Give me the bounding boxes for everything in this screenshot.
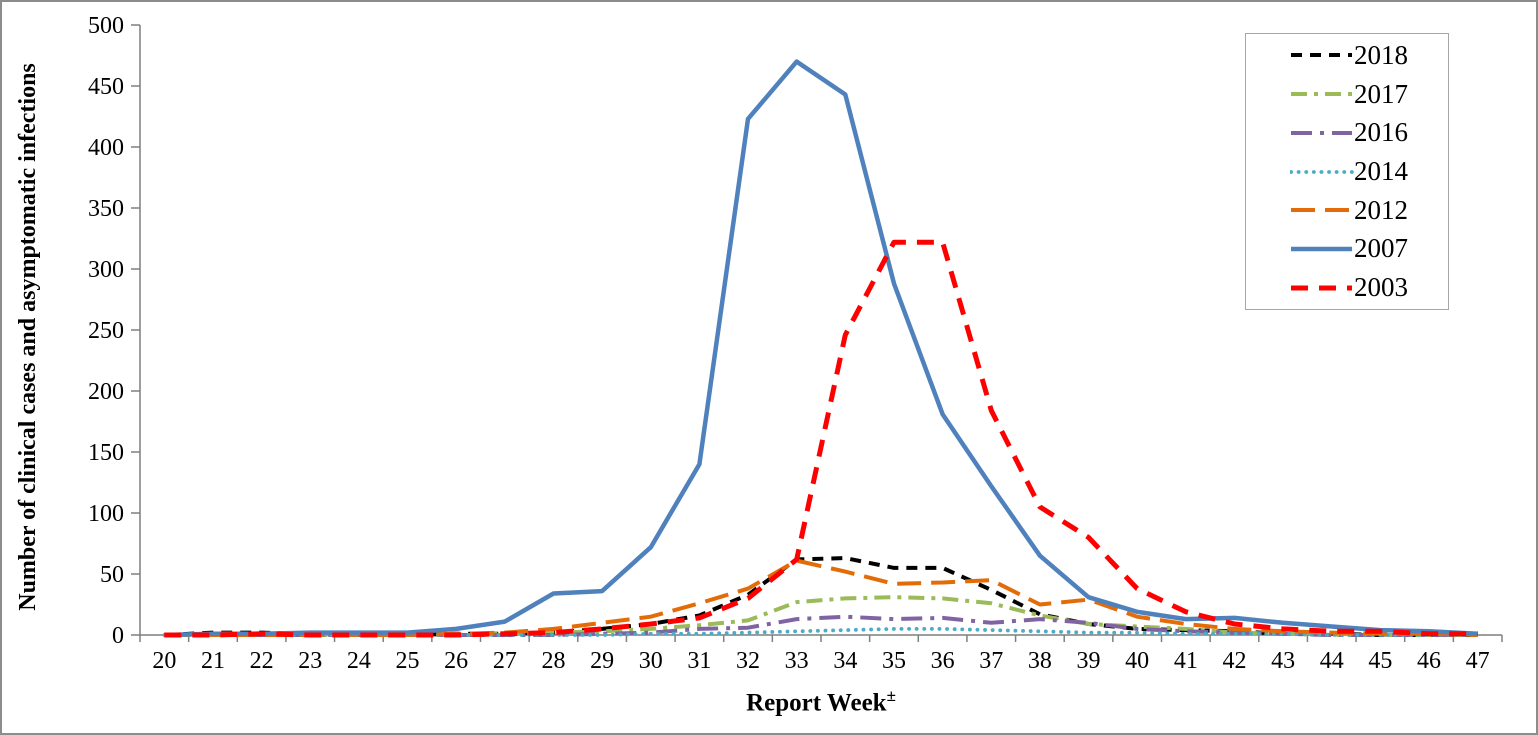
x-axis-tick-label: 42 <box>1222 648 1246 674</box>
legend-swatch-2017 <box>1291 92 1352 97</box>
legend-item-2003: 2003 <box>1290 268 1448 307</box>
x-axis-tick-label: 27 <box>493 648 517 674</box>
legend-swatch-2012 <box>1291 208 1352 213</box>
legend: 2018 2017 2016 2014 2012 2007 2003 <box>1245 33 1449 310</box>
x-axis-tick-label: 26 <box>444 648 468 674</box>
legend-item-2016: 2016 <box>1290 113 1448 152</box>
x-axis-tick-label: 47 <box>1466 648 1490 674</box>
series-line-2007 <box>164 59 1478 638</box>
legend-label-2003: 2003 <box>1354 272 1408 303</box>
x-axis-tick-label: 36 <box>931 648 955 674</box>
legend-label-2016: 2016 <box>1354 117 1408 148</box>
x-axis-tick-label: 25 <box>396 648 420 674</box>
y-axis-tick-label: 450 <box>88 74 124 100</box>
legend-label-2018: 2018 <box>1354 39 1408 70</box>
x-axis-title: Report Week± <box>140 686 1502 717</box>
x-axis-tick-label: 40 <box>1125 648 1149 674</box>
y-axis-tick-label: 200 <box>88 379 124 405</box>
x-axis-tick-label: 34 <box>833 648 857 674</box>
x-axis-tick-label: 46 <box>1417 648 1441 674</box>
x-axis-tick-label: 38 <box>1028 648 1052 674</box>
x-axis-tick-label: 22 <box>250 648 274 674</box>
x-axis-tick-label: 21 <box>201 648 225 674</box>
x-axis-tick-label: 35 <box>882 648 906 674</box>
x-axis-tick-label: 37 <box>979 648 1003 674</box>
x-axis-tick-label: 24 <box>347 648 371 674</box>
legend-swatch-2003 <box>1291 285 1352 291</box>
legend-item-2018: 2018 <box>1290 36 1448 75</box>
legend-label-2014: 2014 <box>1354 156 1408 187</box>
x-axis-tick-label: 43 <box>1271 648 1295 674</box>
x-axis-tick-label: 29 <box>590 648 614 674</box>
legend-label-2007: 2007 <box>1354 233 1408 264</box>
x-axis-tick-label: 31 <box>687 648 711 674</box>
legend-item-2014: 2014 <box>1290 152 1448 191</box>
legend-item-2017: 2017 <box>1290 75 1448 114</box>
series-line-2012 <box>164 558 1478 637</box>
legend-swatch-2016 <box>1291 130 1352 135</box>
x-axis-tick-label: 44 <box>1320 648 1344 674</box>
x-axis-tick-label: 28 <box>541 648 565 674</box>
x-axis-tick-label: 23 <box>298 648 322 674</box>
legend-swatch-2007 <box>1291 246 1352 252</box>
x-axis-tick-label: 32 <box>736 648 760 674</box>
x-axis-tick-label: 41 <box>1174 648 1198 674</box>
y-axis-tick-label: 250 <box>88 318 124 344</box>
y-axis-tick-label: 50 <box>100 562 124 588</box>
x-axis-title-text: Report Week <box>746 689 887 717</box>
legend-item-2007: 2007 <box>1290 230 1448 269</box>
x-axis-tick-label: 20 <box>152 648 176 674</box>
legend-swatch-2014 <box>1290 169 1354 174</box>
x-axis-title-superscript: ± <box>886 686 896 705</box>
series-line-2003 <box>164 239 1478 638</box>
y-axis-tick-label: 400 <box>88 135 124 161</box>
y-axis-tick-label: 300 <box>88 257 124 283</box>
y-axis-tick-label: 500 <box>88 13 124 39</box>
x-axis-tick-label: 30 <box>639 648 663 674</box>
legend-label-2012: 2012 <box>1354 194 1408 225</box>
legend-item-2012: 2012 <box>1290 191 1448 230</box>
legend-label-2017: 2017 <box>1354 78 1408 109</box>
y-axis-tick-label: 0 <box>112 623 124 649</box>
legend-swatch-2018 <box>1291 53 1352 58</box>
x-axis-tick-label: 45 <box>1368 648 1392 674</box>
x-axis-tick-label: 39 <box>1077 648 1101 674</box>
y-axis-tick-label: 150 <box>88 440 124 466</box>
y-axis-tick-label: 100 <box>88 501 124 527</box>
y-axis-tick-label: 350 <box>88 196 124 222</box>
x-axis-tick-label: 33 <box>785 648 809 674</box>
